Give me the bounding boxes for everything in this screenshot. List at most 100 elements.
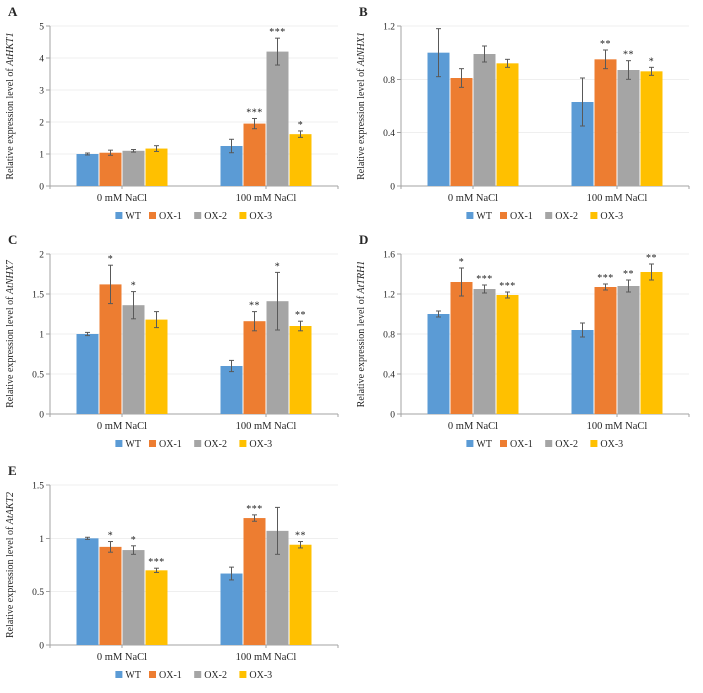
- y-tick-label: 1: [39, 535, 44, 545]
- legend-label: OX-3: [249, 211, 272, 222]
- bar-OX-1: [243, 123, 266, 186]
- bar-OX-2: [473, 54, 496, 186]
- y-tick-label: 0.5: [32, 588, 44, 598]
- bar-OX-2: [266, 301, 289, 414]
- significance-stars: **: [600, 39, 611, 50]
- y-tick-label: 2: [39, 119, 44, 129]
- legend-label: OX-2: [555, 439, 578, 450]
- legend-label: OX-1: [159, 670, 182, 681]
- legend-label: OX-1: [510, 439, 533, 450]
- panel-B: 0 0.4 0.8 1.2 ** ** * 0 mM NaCl 100 mM NaCl Relat…: [351, 0, 703, 229]
- y-tick-label: 0.8: [383, 76, 395, 86]
- bar-OX-1: [99, 546, 122, 645]
- significance-stars: *: [131, 535, 137, 546]
- x-category-label: 100 mM NaCl: [236, 421, 297, 432]
- legend-label: OX-3: [600, 211, 623, 222]
- bar-OX-3: [496, 295, 519, 414]
- y-axis-title-prefix: Relative expression level of: [356, 66, 367, 180]
- significance-stars: **: [646, 253, 657, 264]
- bar-chart: 00.511.52 *******0 mM NaCl 100 mM NaClRela…: [5, 232, 339, 450]
- bar-WT: [76, 538, 99, 645]
- legend-swatch-OX-2: [545, 440, 553, 447]
- y-tick-label: 0.8: [383, 331, 395, 341]
- significance-stars: **: [623, 50, 634, 61]
- bar-OX-1: [594, 287, 617, 414]
- bar-OX-1: [450, 78, 473, 186]
- bar-WT: [571, 102, 594, 186]
- legend-swatch-OX-3: [239, 671, 247, 678]
- significance-stars: ***: [269, 27, 286, 38]
- legend-swatch-OX-2: [545, 212, 553, 219]
- legend-swatch-WT: [466, 212, 474, 219]
- y-tick-label: 1.5: [32, 482, 44, 492]
- legend-swatch-WT: [115, 671, 123, 678]
- significance-stars: **: [249, 301, 260, 312]
- y-tick-label: 0: [390, 183, 395, 193]
- y-axis-title: Relative expression level of AtAKT2: [5, 492, 16, 638]
- significance-stars: **: [623, 269, 634, 280]
- legend-label: OX-3: [600, 439, 623, 450]
- significance-stars: *: [649, 56, 655, 67]
- y-axis-title: Relative expression level of AtNHX7: [5, 259, 16, 408]
- legend-swatch-WT: [115, 440, 123, 447]
- y-axis-title-prefix: Relative expression level of: [5, 66, 16, 180]
- panel-C: 0 0.5 1 1.5 2 * ** * * ** 0 mM NaCl 100 mM NaCl Rela…: [0, 228, 352, 457]
- gene-name-italic: AtAKT2: [5, 492, 16, 525]
- bar-OX-3: [145, 570, 168, 645]
- panel-letter: A: [8, 4, 18, 19]
- bar-OX-1: [243, 321, 266, 414]
- significance-stars: *: [298, 120, 304, 131]
- bar-OX-3: [289, 544, 312, 645]
- significance-stars: *: [275, 261, 281, 272]
- panel-E: 0 0.5 1 1.5 * *** * *** ** 0 mM NaCl 100 mM NaCl Re…: [0, 459, 352, 688]
- legend-label: OX-2: [204, 670, 227, 681]
- legend-swatch-OX-3: [590, 440, 598, 447]
- significance-stars: ***: [246, 504, 263, 515]
- significance-stars: ***: [597, 273, 614, 284]
- y-tick-label: 1.2: [383, 23, 395, 33]
- legend-swatch-OX-1: [149, 212, 156, 219]
- significance-stars: *: [459, 257, 465, 268]
- gene-name-italic: AtHKT1: [5, 32, 16, 66]
- bar-WT: [220, 573, 243, 645]
- bar-chart: 00.40.81.21.6******* *******0 mM NaCl 100 …: [356, 232, 690, 450]
- y-axis-title: Relative expression level of AtTRH1: [356, 261, 367, 408]
- y-tick-label: 5: [39, 23, 44, 33]
- panel-letter: D: [359, 232, 368, 247]
- bar-OX-2: [473, 289, 496, 414]
- y-tick-label: 2: [39, 251, 44, 261]
- significance-stars: *: [108, 531, 114, 542]
- bar-chart: 00.40.81.2*****0 mM NaCl 100 mM NaClRelat…: [356, 4, 690, 222]
- legend-swatch-OX-1: [149, 671, 156, 678]
- legend-swatch-WT: [466, 440, 474, 447]
- gene-name-italic: AtNHX1: [356, 32, 367, 67]
- y-tick-label: 1.6: [383, 251, 395, 261]
- bar-OX-3: [289, 326, 312, 414]
- legend-swatch-OX-2: [194, 440, 202, 447]
- significance-stars: *: [108, 254, 114, 265]
- bar-OX-3: [640, 71, 663, 186]
- y-axis-title-prefix: Relative expression level of: [5, 524, 16, 638]
- y-tick-label: 1: [39, 331, 44, 341]
- bar-OX-3: [496, 63, 519, 187]
- legend-label: WT: [125, 211, 141, 222]
- y-tick-label: 1.2: [383, 291, 395, 301]
- bar-WT: [220, 146, 243, 186]
- bar-OX-1: [99, 152, 122, 186]
- x-category-label: 100 mM NaCl: [587, 193, 648, 204]
- y-tick-label: 4: [39, 55, 44, 65]
- bar-OX-2: [617, 70, 640, 186]
- y-tick-label: 0: [39, 642, 44, 652]
- bar-WT: [571, 330, 594, 414]
- legend-label: OX-2: [204, 211, 227, 222]
- significance-stars: ***: [499, 281, 516, 292]
- bar-OX-1: [594, 59, 617, 187]
- legend-swatch-OX-2: [194, 671, 202, 678]
- legend-swatch-OX-3: [590, 212, 598, 219]
- bar-OX-2: [122, 305, 145, 414]
- legend-label: WT: [125, 439, 141, 450]
- legend-label: OX-3: [249, 670, 272, 681]
- y-axis-title-prefix: Relative expression level of: [356, 293, 367, 407]
- gene-name-italic: AtTRH1: [356, 261, 367, 295]
